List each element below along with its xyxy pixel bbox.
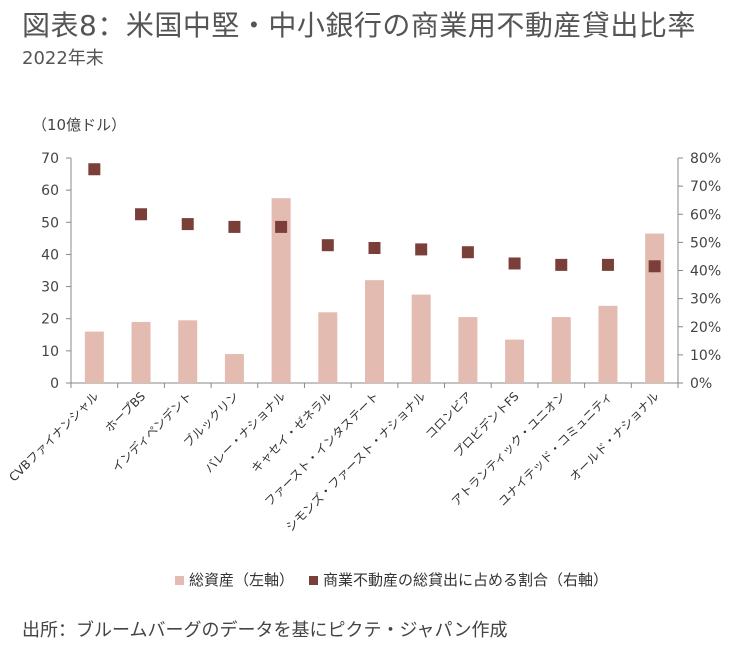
bar bbox=[318, 312, 338, 383]
right-axis-tick-label: 50% bbox=[690, 235, 721, 251]
ratio-marker bbox=[321, 239, 334, 252]
right-axis-tick-label: 40% bbox=[690, 264, 721, 280]
legend-swatch-marker bbox=[309, 576, 318, 585]
ratio-marker bbox=[275, 220, 288, 233]
bar bbox=[84, 331, 104, 383]
left-axis-tick-label: 40 bbox=[41, 247, 59, 263]
chart-title: 図表8：米国中堅・中小銀行の商業用不動産貸出比率 bbox=[22, 9, 696, 42]
ratio-marker bbox=[368, 242, 381, 254]
bar bbox=[224, 354, 244, 383]
legend-swatch-bar bbox=[175, 576, 184, 585]
ratio-marker bbox=[135, 208, 148, 221]
left-axis-tick-label: 50 bbox=[41, 215, 59, 231]
ratio-marker bbox=[461, 246, 474, 259]
left-axis-tick-label: 30 bbox=[41, 280, 59, 296]
legend-label-bar: 総資産（左軸） bbox=[189, 571, 294, 589]
source-note: 出所：ブルームバーグのデータを基にピクテ・ジャパン作成 bbox=[22, 620, 508, 641]
left-axis-tick-label: 10 bbox=[41, 344, 59, 360]
bar bbox=[551, 317, 571, 383]
left-axis-tick-label: 70 bbox=[41, 151, 59, 167]
left-axis-tick-label: 0 bbox=[50, 376, 59, 392]
left-axis-unit-label: （10億ドル） bbox=[32, 116, 127, 134]
ratio-marker bbox=[648, 260, 661, 273]
bar bbox=[411, 294, 431, 383]
right-axis-tick-label: 70% bbox=[690, 179, 721, 195]
chart-subtitle: 2022年末 bbox=[22, 48, 104, 69]
right-axis-tick-label: 30% bbox=[690, 292, 721, 308]
ratio-marker bbox=[555, 258, 568, 271]
left-axis-tick-label: 20 bbox=[41, 312, 59, 328]
bar bbox=[365, 280, 384, 383]
bar bbox=[598, 305, 618, 383]
ratio-marker bbox=[88, 163, 101, 176]
ratio-marker bbox=[181, 218, 194, 231]
ratio-marker bbox=[415, 243, 428, 256]
ratio-marker bbox=[508, 257, 521, 270]
bar bbox=[645, 233, 665, 383]
bar bbox=[458, 317, 478, 383]
bar bbox=[505, 339, 525, 383]
bar bbox=[131, 321, 151, 383]
right-axis-tick-label: 20% bbox=[690, 320, 721, 336]
category-label: オールド・ナショナル bbox=[567, 389, 662, 484]
category-label: バレー・ナショナル bbox=[202, 389, 288, 475]
bar bbox=[178, 320, 198, 383]
category-label: キャセイ・ゼネラル bbox=[249, 389, 335, 475]
ratio-marker bbox=[228, 220, 241, 233]
category-label: インディペンデント bbox=[108, 389, 194, 475]
category-label: ホープBS bbox=[102, 389, 148, 435]
category-label: CVBファイナンシャル bbox=[6, 389, 101, 484]
right-axis-tick-label: 80% bbox=[690, 151, 721, 167]
legend-label-marker: 商業不動産の総貸出に占める割合（右軸） bbox=[323, 571, 608, 589]
bar bbox=[271, 198, 291, 383]
right-axis-tick-label: 60% bbox=[690, 207, 721, 223]
left-axis-tick-label: 60 bbox=[41, 183, 59, 199]
ratio-marker bbox=[601, 258, 614, 271]
right-axis-tick-label: 0% bbox=[690, 376, 712, 392]
right-axis-tick-label: 10% bbox=[690, 348, 721, 364]
